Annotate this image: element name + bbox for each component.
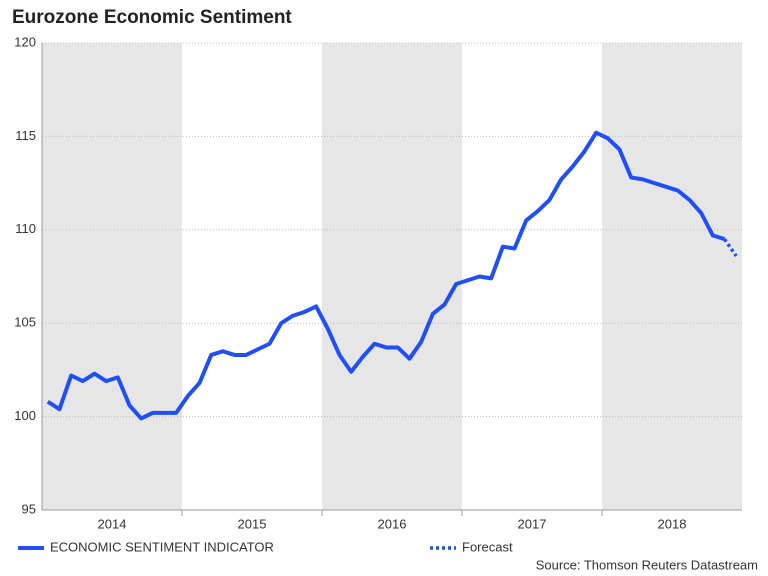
y-tick-label: 100 — [14, 408, 36, 423]
legend-label: Forecast — [462, 539, 513, 554]
x-tick-label: 2016 — [378, 516, 407, 531]
y-tick-label: 95 — [22, 501, 36, 516]
x-tick-label: 2018 — [658, 516, 687, 531]
x-tick-label: 2017 — [518, 516, 547, 531]
year-band — [322, 43, 462, 510]
y-tick-label: 120 — [14, 34, 36, 49]
legend-label: ECONOMIC SENTIMENT INDICATOR — [50, 539, 274, 554]
chart-title: Eurozone Economic Sentiment — [12, 7, 292, 28]
y-tick-label: 110 — [15, 221, 36, 236]
y-tick-label: 105 — [14, 315, 36, 330]
year-band — [602, 43, 742, 510]
x-tick-label: 2014 — [98, 516, 127, 531]
series-line — [46, 130, 726, 421]
y-tick-label: 115 — [15, 128, 36, 143]
x-tick-label: 2015 — [238, 516, 267, 531]
source: Source: Thomson Reuters Datastream — [536, 557, 758, 572]
year-band — [42, 43, 182, 510]
